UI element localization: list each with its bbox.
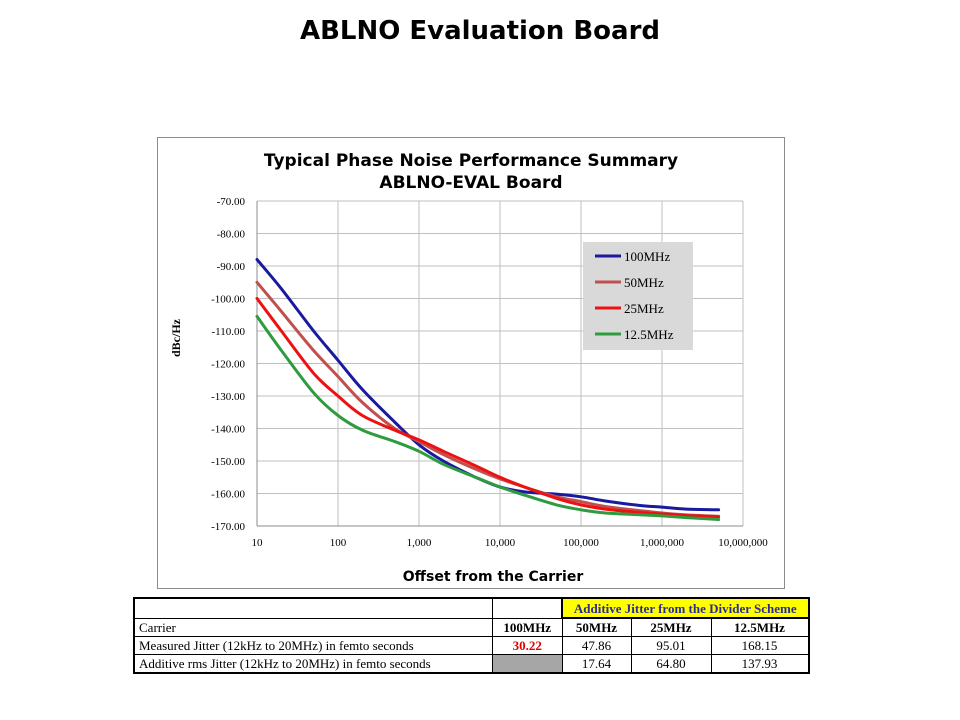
- table-row: Carrier 100MHz 50MHz 25MHz 12.5MHz: [133, 617, 809, 637]
- y-tick-labels: -70.00 -80.00 -90.00 -100.00 -110.00 -120.00 -…: [211, 196, 245, 533]
- y-tick-label: -130.00: [211, 391, 245, 403]
- y-tick-label: -80.00: [217, 229, 246, 241]
- legend-box: [583, 242, 693, 350]
- table-cell: 25MHz: [630, 617, 712, 637]
- table-cell: [492, 597, 563, 619]
- y-tick-label: -90.00: [217, 261, 246, 273]
- chart-frame: Typical Phase Noise Performance Summary …: [157, 137, 785, 589]
- chart-grid: [256, 200, 744, 527]
- x-axis-label: Offset from the Carrier: [403, 569, 584, 585]
- x-tick-label: 10,000: [485, 537, 516, 549]
- x-tick-label: 10,000,000: [718, 537, 768, 549]
- chart-legend: 100MHz 50MHz 25MHz 12.5MHz: [583, 242, 693, 350]
- row-label: Additive rms Jitter (12kHz to 20MHz) in …: [133, 654, 493, 674]
- series-line-50MHz: [255, 280, 721, 518]
- table-cell: [492, 654, 563, 674]
- y-tick-label: -170.00: [211, 521, 245, 533]
- legend-entry: 12.5MHz: [624, 327, 674, 342]
- table-cell: 17.64: [561, 654, 632, 674]
- table-cell: 64.80: [630, 654, 712, 674]
- table-cell: [133, 597, 493, 619]
- x-tick-label: 1,000: [407, 537, 432, 549]
- chart-subtitle: ABLNO-EVAL Board: [379, 173, 562, 193]
- table-cell: 95.01: [630, 636, 712, 655]
- y-tick-label: -160.00: [211, 489, 245, 501]
- chart-title: Typical Phase Noise Performance Summary: [264, 151, 678, 171]
- table-row: Additive rms Jitter (12kHz to 20MHz) in …: [133, 654, 809, 674]
- jitter-header-note: Additive Jitter from the Divider Scheme: [561, 597, 810, 619]
- legend-entry: 50MHz: [624, 275, 664, 290]
- table-row: Additive Jitter from the Divider Scheme: [133, 597, 810, 619]
- phase-noise-chart: Typical Phase Noise Performance Summary …: [169, 151, 769, 585]
- legend-entry: 25MHz: [624, 301, 664, 316]
- jitter-table: Additive Jitter from the Divider Scheme …: [133, 597, 810, 674]
- x-tick-label: 1,000,000: [640, 537, 685, 549]
- chart-series: [255, 258, 721, 521]
- table-cell: 30.22: [492, 636, 563, 655]
- table-cell: 50MHz: [561, 617, 632, 637]
- table-cell: 47.86: [561, 636, 632, 655]
- slide-title: ABLNO Evaluation Board: [299, 16, 661, 46]
- legend-entry: 100MHz: [624, 249, 670, 264]
- y-tick-label: -150.00: [211, 456, 245, 468]
- x-tick-label: 100,000: [563, 537, 599, 549]
- table-cell: 137.93: [710, 654, 809, 674]
- table-cell: 168.15: [710, 636, 809, 655]
- y-tick-label: -110.00: [211, 326, 245, 338]
- y-tick-label: -100.00: [211, 294, 245, 306]
- y-tick-label: -120.00: [211, 359, 245, 371]
- row-label: Carrier: [133, 617, 493, 637]
- series-line-12.5MHz: [255, 314, 721, 521]
- series-line-25MHz: [255, 297, 721, 519]
- table-cell: 12.5MHz: [710, 617, 809, 637]
- table-cell: 100MHz: [492, 617, 563, 637]
- x-tick-label: 10: [252, 537, 264, 549]
- y-tick-label: -140.00: [211, 424, 245, 436]
- x-tick-labels: 10 100 1,000 10,000 100,000 1,000,000 10,000,0…: [252, 537, 769, 549]
- y-tick-label: -70.00: [217, 196, 246, 208]
- table-row: Measured Jitter (12kHz to 20MHz) in femt…: [133, 636, 809, 655]
- y-axis-label: dBc/Hz: [169, 318, 183, 357]
- x-tick-label: 100: [330, 537, 347, 549]
- row-label: Measured Jitter (12kHz to 20MHz) in femt…: [133, 636, 493, 655]
